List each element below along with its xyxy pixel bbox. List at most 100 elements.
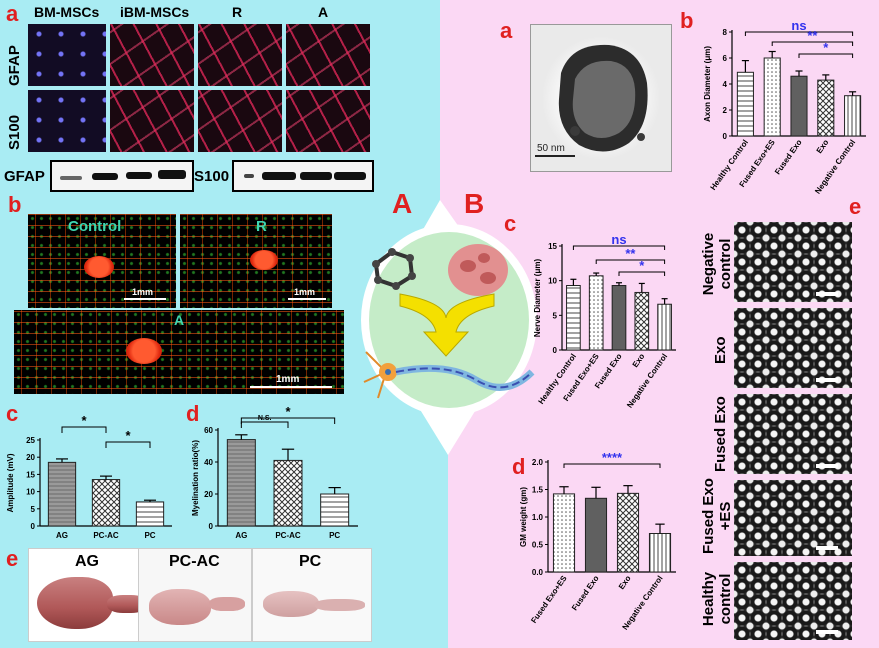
micrograph-s100-a xyxy=(286,90,370,152)
x-tick-label: AG xyxy=(235,531,247,540)
y-axis-label: Axon Diameter (μm) xyxy=(703,46,712,122)
x-tick-label: Negative Control xyxy=(625,352,669,410)
x-tick-label: PC-AC xyxy=(275,531,301,540)
y-tick-label: 20 xyxy=(204,490,213,499)
histology-negative-control xyxy=(734,222,852,302)
y-axis-label: GM weight (gm) xyxy=(519,487,528,547)
y-tick-label: 1.0 xyxy=(532,513,544,522)
histology-fused-exo-es xyxy=(734,480,852,556)
x-tick-label: Exo xyxy=(815,138,831,155)
significance-bracket xyxy=(563,463,661,468)
histology-fused-exo xyxy=(734,394,852,474)
y-axis-label: Amplitude (mV) xyxy=(6,453,15,512)
x-tick-label: Fused Exo xyxy=(570,574,601,612)
column-header-r: R xyxy=(232,4,243,20)
panel-c-label: c xyxy=(6,401,19,426)
organ-label-pc: PC xyxy=(299,553,322,570)
y-tick-label: 0.0 xyxy=(532,568,544,577)
significance-label: * xyxy=(125,428,131,443)
histology-label-healthy-control: Healthy control xyxy=(700,571,734,627)
micrograph-s100-r xyxy=(198,90,282,152)
significance-bracket xyxy=(744,31,854,36)
amplitude-chart: 0 5 10 15 20 25 Amplitude (mV) AG PC-AC PC * * xyxy=(6,413,172,540)
column-header-ibm-mscs: iBM-MSCs xyxy=(120,4,190,20)
significance-bracket xyxy=(618,271,666,276)
y-axis-label: Myelination ratio(%) xyxy=(191,440,200,516)
scale-label-r: 1mm xyxy=(294,287,316,297)
x-tick-label: PC xyxy=(329,531,340,540)
drg-image-a: A 1mm xyxy=(14,310,344,394)
histology-label-exo: Exo xyxy=(712,336,729,364)
significance-label: ns xyxy=(611,232,626,247)
histology-healthy-control xyxy=(734,562,852,640)
tem-scale-label: 50 nm xyxy=(537,143,565,154)
panel-e-label: e xyxy=(6,546,19,571)
y-tick-label: 10 xyxy=(548,277,557,286)
y-tick-label: 15 xyxy=(26,470,35,479)
bar-3 xyxy=(648,533,672,573)
bar-3 xyxy=(634,291,650,351)
significance-label: **** xyxy=(602,450,623,465)
x-tick-label: Exo xyxy=(617,574,633,591)
drg-label-control: Control xyxy=(68,218,122,235)
significance-label: ** xyxy=(807,28,818,43)
significance-label: ** xyxy=(625,246,636,261)
organ-label-pc-ac: PC-AC xyxy=(169,553,220,570)
panel-b-d-label: d xyxy=(512,454,526,479)
drg-image-control: Control 1mm xyxy=(28,214,176,308)
bar-2 xyxy=(790,75,808,137)
histology-exo xyxy=(734,308,852,388)
panel-b-c-label: c xyxy=(504,211,517,236)
bar-2 xyxy=(320,493,350,527)
molecule-icon xyxy=(372,248,416,290)
y-tick-label: 0 xyxy=(723,132,728,141)
x-tick-label: PC xyxy=(144,531,155,540)
y-tick-label: 40 xyxy=(204,458,213,467)
y-tick-label: 0 xyxy=(31,522,36,531)
blot-label-s100: S100 xyxy=(194,168,230,185)
x-tick-label: Fused Exo+ES xyxy=(529,573,569,624)
organ-photo-pc: PC xyxy=(252,548,372,642)
y-tick-label: 5 xyxy=(553,311,558,320)
significance-label: * xyxy=(639,258,645,273)
significance-label: * xyxy=(823,40,829,55)
drg-image-r: R 1mm xyxy=(180,214,332,308)
merge-arrow-icon xyxy=(399,293,495,357)
y-tick-label: 25 xyxy=(26,436,35,445)
significance-bracket xyxy=(595,259,666,264)
y-tick-label: 0 xyxy=(553,346,558,355)
significance-label: * xyxy=(285,404,291,419)
x-tick-label: PC-AC xyxy=(93,531,119,540)
x-tick-label: AG xyxy=(56,531,68,540)
organ-photo-ag: AG xyxy=(28,548,152,642)
x-tick-label: Exo xyxy=(631,352,647,369)
micrograph-gfap-a xyxy=(286,24,370,86)
drg-label-r: R xyxy=(256,218,267,235)
y-tick-label: 2.0 xyxy=(532,458,544,467)
significance-bracket xyxy=(240,417,336,424)
bar-3 xyxy=(817,79,835,137)
y-tick-label: 0.5 xyxy=(532,541,544,550)
bar-4 xyxy=(844,95,862,137)
bar-2 xyxy=(616,492,640,573)
significance-bracket xyxy=(240,421,289,428)
histology-label-fused-exo-es: Fused Exo +ES xyxy=(700,478,734,554)
bar-1 xyxy=(273,459,303,527)
y-tick-label: 8 xyxy=(723,28,728,37)
central-schematic xyxy=(361,224,537,416)
bar-2 xyxy=(135,501,165,527)
organ-photo-pc-ac: PC-AC xyxy=(138,548,252,642)
column-header-a: A xyxy=(318,4,329,20)
y-tick-label: 5 xyxy=(31,505,36,514)
histology-label-negative-control: Negative control xyxy=(700,232,734,296)
neuron-icon xyxy=(363,351,535,399)
y-axis-label: Nerve Diameter (μm) xyxy=(533,259,542,338)
scale-label-control: 1mm xyxy=(132,287,154,297)
significance-label: ns xyxy=(791,18,806,33)
scale-label-a: 1mm xyxy=(276,374,300,385)
group-label-a: A xyxy=(392,188,413,219)
y-tick-label: 1.5 xyxy=(532,486,544,495)
